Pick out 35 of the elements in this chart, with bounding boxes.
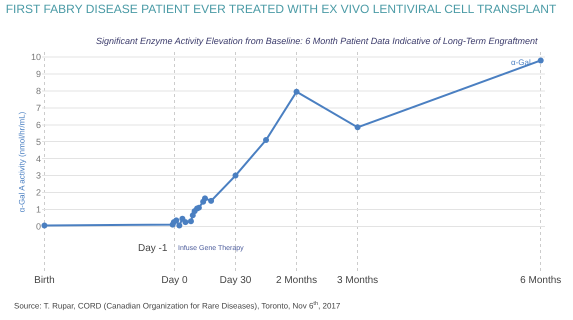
point — [41, 222, 48, 228]
y-tick-label: 0 — [36, 221, 41, 232]
chart-title: FIRST FABRY DISEASE PATIENT EVER TREATED WITH EX VIVO LENTIVIRAL CELL TRANSPLANT — [6, 2, 557, 16]
point — [176, 222, 182, 228]
point — [208, 198, 214, 204]
point — [294, 88, 300, 95]
x-tick-label: 3 Months — [337, 275, 378, 286]
y-tick-label: 3 — [36, 170, 41, 181]
x-tick-label: 2 Months — [276, 275, 318, 286]
point — [232, 172, 239, 179]
y-axis-title: α-Gal A activity (nmol/hr/mL) — [18, 111, 27, 212]
y-tick-label: 1 — [36, 204, 41, 215]
y-tick-label: 5 — [36, 136, 41, 147]
y-tick-label: 4 — [36, 154, 41, 164]
chart-subtitle: Significant Enzyme Activity Elevation from Baseline: 6 Month Patient Data Indicative of Long-Term Engraftment — [96, 36, 538, 46]
annotation: Day -1 — [138, 243, 168, 254]
y-tick-label: 7 — [36, 103, 41, 113]
source-note: Source: T. Rupar, CORD (Canadian Organization for Rare Diseases), Toronto, Nov 6$^{th}$, 2017 — [14, 300, 341, 310]
y-tick-label: 6 — [36, 120, 41, 130]
point — [538, 57, 544, 64]
y-tick-label: 10 — [30, 52, 41, 62]
point — [263, 137, 270, 143]
x-tick-label: 6 Months — [520, 275, 562, 286]
point — [173, 217, 180, 224]
x-tick-label: Day 30 — [220, 275, 252, 286]
x-tick-label: Birth — [34, 275, 55, 286]
series-label: α-Gal — [511, 58, 531, 67]
point — [202, 195, 208, 202]
point — [188, 218, 194, 224]
point — [354, 124, 361, 130]
y-tick-label: 2 — [36, 188, 41, 198]
point — [182, 219, 188, 226]
y-tick-label: 9 — [36, 69, 41, 80]
x-tick-label: Day 0 — [161, 275, 188, 286]
y-tick-label: 8 — [36, 86, 41, 96]
